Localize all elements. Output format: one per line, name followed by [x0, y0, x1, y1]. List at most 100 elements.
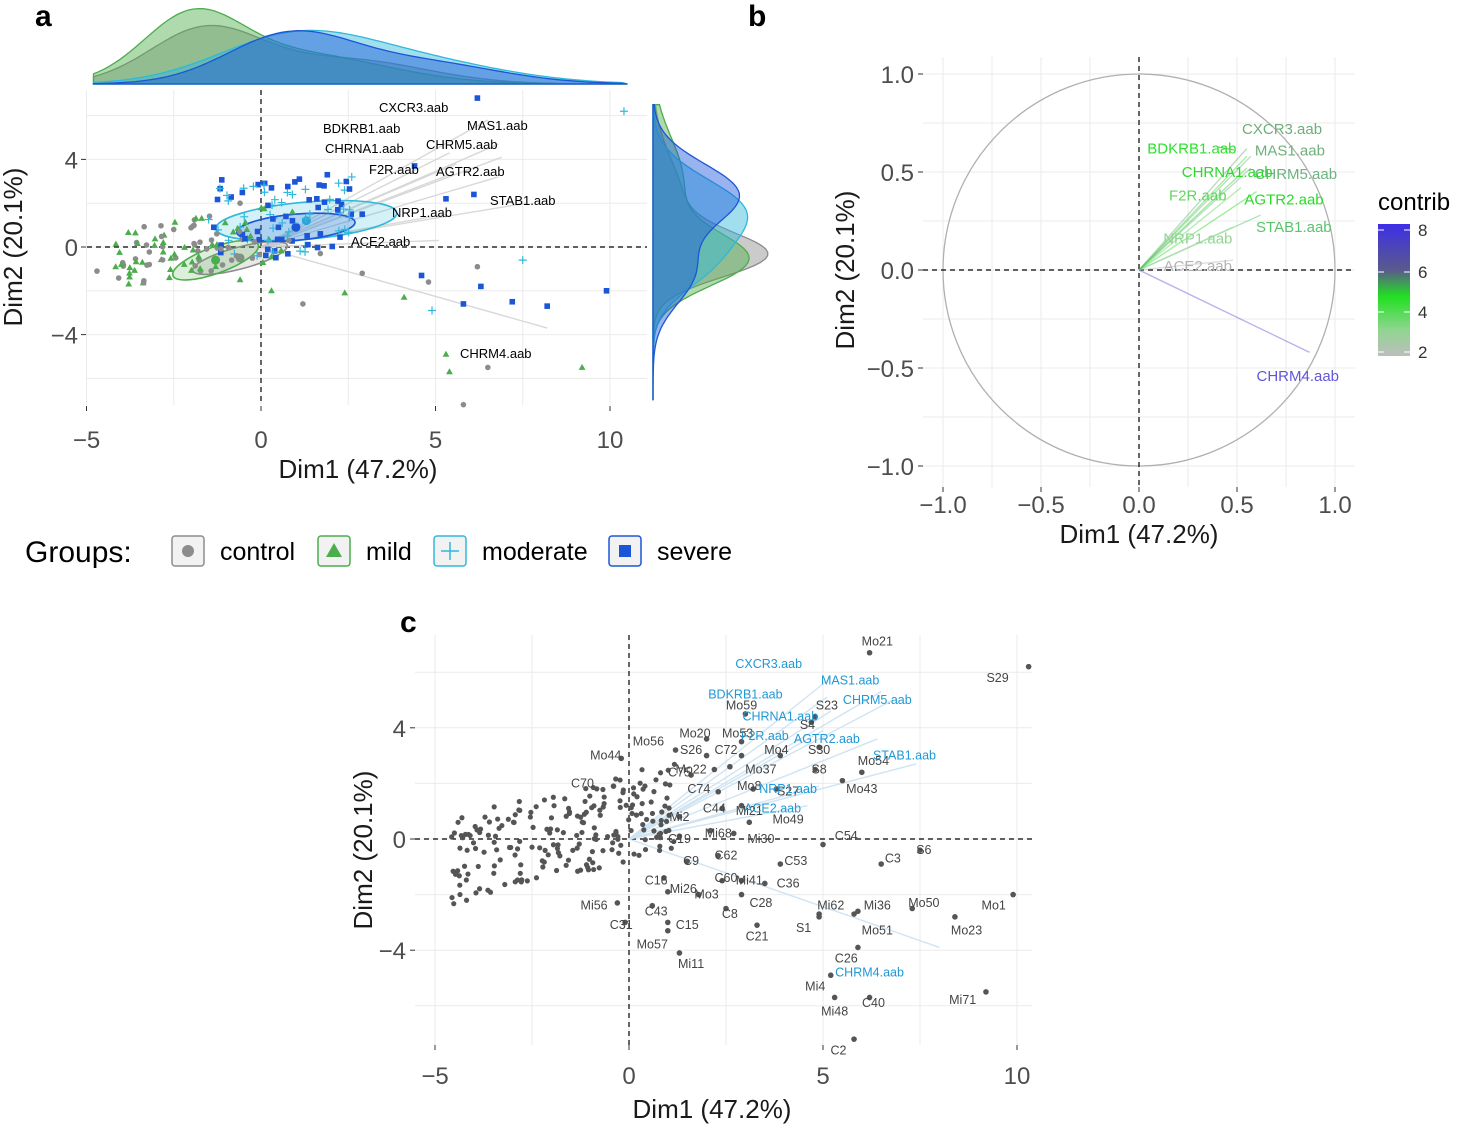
variable-label-b: CHRM5.aab	[1255, 166, 1338, 183]
point-unlabeled	[473, 890, 479, 896]
individual-label: Mo49	[772, 813, 803, 827]
panel-c-variable-arrows	[628, 677, 940, 949]
point-labeled	[727, 763, 733, 770]
point-moderate	[264, 236, 273, 245]
point-labeled	[715, 788, 722, 795]
point-severe	[278, 236, 285, 243]
point-labeled	[719, 877, 725, 884]
variable-arrow	[1138, 167, 1252, 271]
individual-label: C75	[668, 765, 691, 779]
point-mild	[116, 248, 123, 255]
point-control	[233, 252, 240, 259]
point-unlabeled	[491, 863, 497, 869]
point-labeled	[723, 905, 729, 912]
point-unlabeled	[545, 852, 551, 858]
contrib-tick-label: 6	[1418, 263, 1427, 282]
point-control	[317, 250, 324, 257]
point-unlabeled	[650, 818, 656, 824]
point-unlabeled	[600, 786, 606, 793]
point-unlabeled	[671, 761, 678, 767]
point-moderate	[334, 179, 343, 188]
point-unlabeled	[516, 798, 522, 805]
variable-arrow	[628, 710, 832, 840]
point-mild	[188, 266, 195, 273]
point-unlabeled	[537, 845, 543, 851]
point-unlabeled	[565, 857, 572, 863]
point-unlabeled	[648, 799, 654, 805]
point-unlabeled	[583, 809, 589, 815]
point-control	[195, 248, 201, 254]
point-unlabeled	[497, 857, 503, 863]
variable-label-c: CHRM5.aab	[843, 693, 912, 707]
x-tick-label: 10	[1004, 1063, 1031, 1090]
individual-label: Mi2	[669, 810, 689, 824]
variable-label-c: BDKRB1.aab	[708, 687, 782, 701]
point-labeled	[866, 994, 873, 1001]
point-moderate	[253, 251, 262, 260]
point-unlabeled	[452, 871, 459, 877]
point-severe	[321, 183, 327, 189]
label-leader	[1217, 146, 1235, 151]
point-unlabeled	[591, 825, 597, 831]
individual-label: Mo37	[745, 763, 776, 777]
point-unlabeled	[617, 804, 623, 811]
point-unlabeled	[600, 804, 606, 810]
point-unlabeled	[475, 863, 481, 870]
point-labeled	[750, 786, 756, 792]
point-unlabeled	[589, 849, 596, 855]
point-unlabeled	[518, 862, 524, 868]
point-unlabeled	[467, 832, 473, 839]
top-density-severe	[92, 30, 628, 85]
variable-label-c: CHRM4.aab	[835, 965, 904, 979]
point-labeled	[820, 841, 826, 848]
individual-label: C9	[683, 854, 699, 868]
variable-arrow	[260, 239, 440, 248]
point-mild	[446, 368, 453, 375]
point-labeled	[816, 744, 822, 751]
point-unlabeled	[651, 789, 657, 795]
point-unlabeled	[617, 777, 623, 783]
point-mild	[268, 287, 275, 294]
point-unlabeled	[486, 819, 492, 825]
point-labeled	[762, 880, 768, 887]
point-labeled	[851, 1036, 857, 1042]
point-severe	[443, 196, 449, 202]
point-unlabeled	[643, 816, 650, 823]
variable-arrow	[1138, 187, 1242, 271]
point-unlabeled	[554, 827, 560, 833]
contrib-legend-title: contrib	[1378, 189, 1450, 216]
point-labeled	[707, 827, 714, 834]
point-unlabeled	[667, 782, 673, 788]
point-control	[485, 364, 491, 371]
point-mild	[229, 228, 237, 235]
individual-label: Mo21	[862, 635, 893, 649]
variable-arrow	[1138, 269, 1310, 353]
point-unlabeled	[547, 830, 553, 836]
point-mild	[236, 276, 244, 283]
point-control	[146, 261, 153, 268]
point-unlabeled	[610, 840, 616, 846]
point-mild	[151, 241, 158, 248]
point-severe	[478, 283, 484, 290]
point-labeled	[738, 752, 745, 759]
point-mild	[257, 204, 265, 211]
variable-label-b: ACE2.aab	[1164, 258, 1232, 275]
individual-label: S29	[986, 671, 1008, 685]
point-unlabeled	[464, 847, 470, 853]
point-labeled	[812, 766, 819, 773]
point-mild	[181, 243, 188, 250]
point-unlabeled	[512, 852, 518, 858]
variable-arrow	[260, 163, 457, 248]
point-unlabeled	[551, 803, 557, 809]
point-unlabeled	[512, 879, 518, 885]
point-unlabeled	[591, 836, 597, 842]
variable-label-b: MAS1.aab	[1255, 142, 1325, 159]
point-mild	[132, 229, 139, 236]
individual-label: Mo56	[633, 735, 664, 749]
point-severe	[509, 298, 516, 305]
point-severe	[474, 95, 481, 101]
point-mild	[159, 248, 167, 255]
point-unlabeled	[626, 817, 632, 823]
point-severe	[274, 236, 281, 243]
